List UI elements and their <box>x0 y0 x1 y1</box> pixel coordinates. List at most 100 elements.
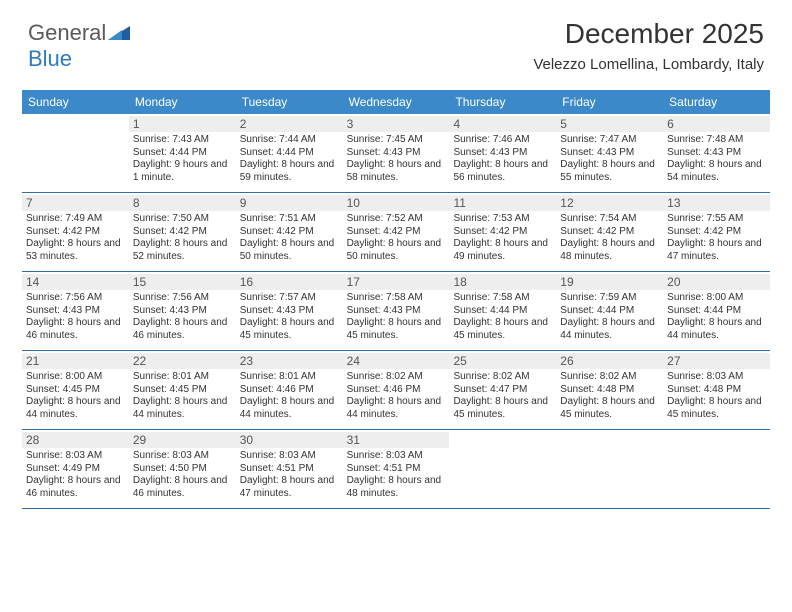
sunrise-text: Sunrise: 7:59 AM <box>560 292 659 305</box>
day-cell <box>449 430 556 508</box>
daylight-text: Daylight: 8 hours and 44 minutes. <box>667 317 766 342</box>
day-number: 22 <box>129 353 236 369</box>
day-number: 2 <box>236 116 343 132</box>
day-details: Sunrise: 7:49 AMSunset: 4:42 PMDaylight:… <box>26 213 125 263</box>
day-cell: 23Sunrise: 8:01 AMSunset: 4:46 PMDayligh… <box>236 351 343 429</box>
daylight-text: Daylight: 8 hours and 45 minutes. <box>347 317 446 342</box>
day-details: Sunrise: 8:00 AMSunset: 4:45 PMDaylight:… <box>26 371 125 421</box>
sunset-text: Sunset: 4:42 PM <box>240 226 339 239</box>
day-number: 1 <box>129 116 236 132</box>
sunrise-text: Sunrise: 7:49 AM <box>26 213 125 226</box>
day-number: 10 <box>343 195 450 211</box>
day-number: 26 <box>556 353 663 369</box>
sunset-text: Sunset: 4:48 PM <box>560 384 659 397</box>
daylight-text: Daylight: 8 hours and 44 minutes. <box>560 317 659 342</box>
sunrise-text: Sunrise: 7:56 AM <box>133 292 232 305</box>
daylight-text: Daylight: 8 hours and 52 minutes. <box>133 238 232 263</box>
day-number: 23 <box>236 353 343 369</box>
day-cell: 21Sunrise: 8:00 AMSunset: 4:45 PMDayligh… <box>22 351 129 429</box>
logo-triangle-icon <box>108 20 130 46</box>
sunset-text: Sunset: 4:43 PM <box>26 305 125 318</box>
day-cell: 19Sunrise: 7:59 AMSunset: 4:44 PMDayligh… <box>556 272 663 350</box>
sunrise-text: Sunrise: 8:01 AM <box>240 371 339 384</box>
sunset-text: Sunset: 4:44 PM <box>667 305 766 318</box>
daylight-text: Daylight: 8 hours and 44 minutes. <box>347 396 446 421</box>
day-number: 14 <box>22 274 129 290</box>
day-details: Sunrise: 7:48 AMSunset: 4:43 PMDaylight:… <box>667 134 766 184</box>
day-details: Sunrise: 8:03 AMSunset: 4:48 PMDaylight:… <box>667 371 766 421</box>
sunset-text: Sunset: 4:48 PM <box>667 384 766 397</box>
day-details: Sunrise: 8:03 AMSunset: 4:49 PMDaylight:… <box>26 450 125 500</box>
day-details: Sunrise: 7:43 AMSunset: 4:44 PMDaylight:… <box>133 134 232 184</box>
day-cell: 9 Sunrise: 7:51 AMSunset: 4:42 PMDaylight… <box>236 193 343 271</box>
week-row: 1 Sunrise: 7:43 AMSunset: 4:44 PMDaylight… <box>22 114 770 193</box>
day-details: Sunrise: 7:46 AMSunset: 4:43 PMDaylight:… <box>453 134 552 184</box>
day-cell: 26Sunrise: 8:02 AMSunset: 4:48 PMDayligh… <box>556 351 663 429</box>
day-number: 28 <box>22 432 129 448</box>
sunrise-text: Sunrise: 7:47 AM <box>560 134 659 147</box>
day-header: Sunday <box>22 90 129 114</box>
sunset-text: Sunset: 4:49 PM <box>26 463 125 476</box>
day-details: Sunrise: 7:53 AMSunset: 4:42 PMDaylight:… <box>453 213 552 263</box>
day-details: Sunrise: 8:03 AMSunset: 4:50 PMDaylight:… <box>133 450 232 500</box>
day-cell: 27Sunrise: 8:03 AMSunset: 4:48 PMDayligh… <box>663 351 770 429</box>
day-header: Friday <box>556 90 663 114</box>
day-header: Thursday <box>449 90 556 114</box>
day-cell: 15Sunrise: 7:56 AMSunset: 4:43 PMDayligh… <box>129 272 236 350</box>
day-cell: 10Sunrise: 7:52 AMSunset: 4:42 PMDayligh… <box>343 193 450 271</box>
day-cell: 17Sunrise: 7:58 AMSunset: 4:43 PMDayligh… <box>343 272 450 350</box>
sunrise-text: Sunrise: 7:48 AM <box>667 134 766 147</box>
day-cell: 30Sunrise: 8:03 AMSunset: 4:51 PMDayligh… <box>236 430 343 508</box>
sunrise-text: Sunrise: 7:50 AM <box>133 213 232 226</box>
sunrise-text: Sunrise: 7:46 AM <box>453 134 552 147</box>
day-details: Sunrise: 7:55 AMSunset: 4:42 PMDaylight:… <box>667 213 766 263</box>
daylight-text: Daylight: 8 hours and 44 minutes. <box>26 396 125 421</box>
day-details: Sunrise: 7:51 AMSunset: 4:42 PMDaylight:… <box>240 213 339 263</box>
sunset-text: Sunset: 4:44 PM <box>240 147 339 160</box>
day-header: Monday <box>129 90 236 114</box>
day-details: Sunrise: 8:02 AMSunset: 4:47 PMDaylight:… <box>453 371 552 421</box>
sunrise-text: Sunrise: 7:52 AM <box>347 213 446 226</box>
sunset-text: Sunset: 4:43 PM <box>133 305 232 318</box>
sunrise-text: Sunrise: 7:45 AM <box>347 134 446 147</box>
weeks-container: 1 Sunrise: 7:43 AMSunset: 4:44 PMDaylight… <box>22 114 770 509</box>
daylight-text: Daylight: 8 hours and 44 minutes. <box>240 396 339 421</box>
daylight-text: Daylight: 8 hours and 45 minutes. <box>453 317 552 342</box>
daylight-text: Daylight: 8 hours and 44 minutes. <box>133 396 232 421</box>
day-cell: 7 Sunrise: 7:49 AMSunset: 4:42 PMDaylight… <box>22 193 129 271</box>
day-details: Sunrise: 7:56 AMSunset: 4:43 PMDaylight:… <box>133 292 232 342</box>
day-number: 7 <box>22 195 129 211</box>
day-number: 5 <box>556 116 663 132</box>
header-right: December 2025 Velezzo Lomellina, Lombard… <box>533 18 764 73</box>
day-number: 20 <box>663 274 770 290</box>
day-number: 9 <box>236 195 343 211</box>
sunset-text: Sunset: 4:44 PM <box>133 147 232 160</box>
sunrise-text: Sunrise: 7:53 AM <box>453 213 552 226</box>
day-cell: 6Sunrise: 7:48 AMSunset: 4:43 PMDaylight… <box>663 114 770 192</box>
day-number: 24 <box>343 353 450 369</box>
day-details: Sunrise: 8:00 AMSunset: 4:44 PMDaylight:… <box>667 292 766 342</box>
daylight-text: Daylight: 8 hours and 46 minutes. <box>133 475 232 500</box>
day-header: Wednesday <box>343 90 450 114</box>
daylight-text: Daylight: 8 hours and 49 minutes. <box>453 238 552 263</box>
day-number: 3 <box>343 116 450 132</box>
day-details: Sunrise: 7:57 AMSunset: 4:43 PMDaylight:… <box>240 292 339 342</box>
daylight-text: Daylight: 8 hours and 48 minutes. <box>560 238 659 263</box>
sunset-text: Sunset: 4:43 PM <box>347 305 446 318</box>
sunrise-text: Sunrise: 8:03 AM <box>667 371 766 384</box>
day-cell: 13Sunrise: 7:55 AMSunset: 4:42 PMDayligh… <box>663 193 770 271</box>
day-cell: 14Sunrise: 7:56 AMSunset: 4:43 PMDayligh… <box>22 272 129 350</box>
sunset-text: Sunset: 4:45 PM <box>26 384 125 397</box>
location-text: Velezzo Lomellina, Lombardy, Italy <box>533 56 764 73</box>
day-details: Sunrise: 7:59 AMSunset: 4:44 PMDaylight:… <box>560 292 659 342</box>
sunset-text: Sunset: 4:46 PM <box>347 384 446 397</box>
day-number: 30 <box>236 432 343 448</box>
sunset-text: Sunset: 4:51 PM <box>240 463 339 476</box>
sunrise-text: Sunrise: 7:44 AM <box>240 134 339 147</box>
logo-text-blue: Blue <box>28 46 72 71</box>
daylight-text: Daylight: 8 hours and 47 minutes. <box>667 238 766 263</box>
day-cell: 16Sunrise: 7:57 AMSunset: 4:43 PMDayligh… <box>236 272 343 350</box>
day-number: 4 <box>449 116 556 132</box>
sunrise-text: Sunrise: 8:03 AM <box>347 450 446 463</box>
day-cell: 11Sunrise: 7:53 AMSunset: 4:42 PMDayligh… <box>449 193 556 271</box>
